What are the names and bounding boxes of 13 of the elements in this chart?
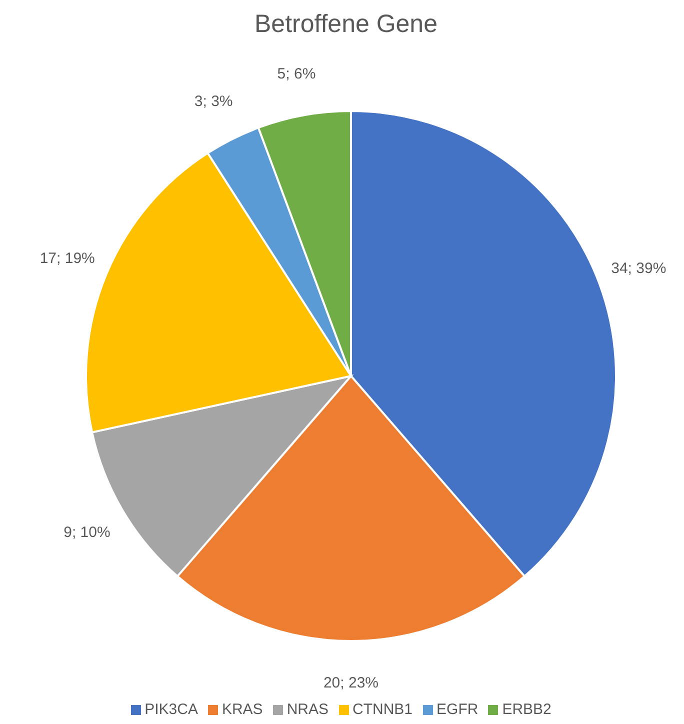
data-label: 34; 39% (611, 260, 666, 278)
legend-label: EGFR (436, 701, 478, 718)
legend-label: PIK3CA (144, 701, 198, 718)
legend-label: ERBB2 (502, 701, 552, 718)
data-label: 20; 23% (323, 674, 379, 692)
legend-label: KRAS (222, 701, 263, 718)
data-label: 17; 19% (40, 250, 95, 268)
legend-label: NRAS (286, 701, 328, 718)
data-label: 9; 10% (64, 524, 110, 542)
data-label: 5; 6% (277, 65, 316, 82)
legend-label: CTNNB1 (352, 701, 413, 718)
data-label: 3; 3% (194, 92, 233, 110)
chart-title: Betroffene Gene (253, 10, 438, 39)
